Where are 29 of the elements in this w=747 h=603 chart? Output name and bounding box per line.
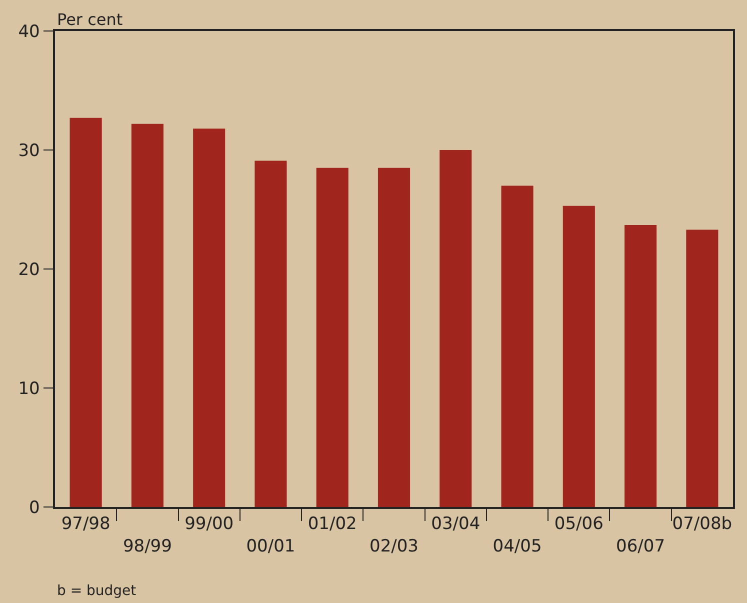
y-tick-label: 40 xyxy=(18,22,40,42)
bar xyxy=(624,224,657,507)
x-tick-label: 05/06 xyxy=(554,514,604,534)
y-tick-label: 20 xyxy=(18,260,40,280)
bar xyxy=(70,118,102,507)
x-tick-label: 03/04 xyxy=(431,514,480,534)
x-tick-label: 01/02 xyxy=(308,514,357,534)
bar xyxy=(254,160,287,507)
x-tick-label: 97/98 xyxy=(61,514,110,534)
bar xyxy=(316,168,348,507)
x-tick-label: 04/05 xyxy=(492,536,542,556)
bar xyxy=(378,168,410,507)
bar xyxy=(686,230,718,507)
y-axis-title: Per cent xyxy=(57,10,123,29)
x-tick-label: 98/99 xyxy=(122,536,172,556)
y-tick-label: 30 xyxy=(18,140,40,161)
y-tick-label: 0 xyxy=(29,498,40,518)
text: b = budget xyxy=(57,583,137,599)
bar xyxy=(562,206,595,507)
bar xyxy=(501,186,534,507)
bar xyxy=(440,150,472,507)
x-tick-label: 07/08b xyxy=(672,514,732,534)
x-tick-label: 00/01 xyxy=(246,536,296,556)
x-tick-label: 99/00 xyxy=(184,514,234,534)
bar xyxy=(193,128,226,507)
y-tick-label: 10 xyxy=(18,378,40,399)
x-tick-label: 02/03 xyxy=(370,536,418,556)
x-tick-label: 06/07 xyxy=(616,536,666,556)
bar xyxy=(131,124,164,507)
